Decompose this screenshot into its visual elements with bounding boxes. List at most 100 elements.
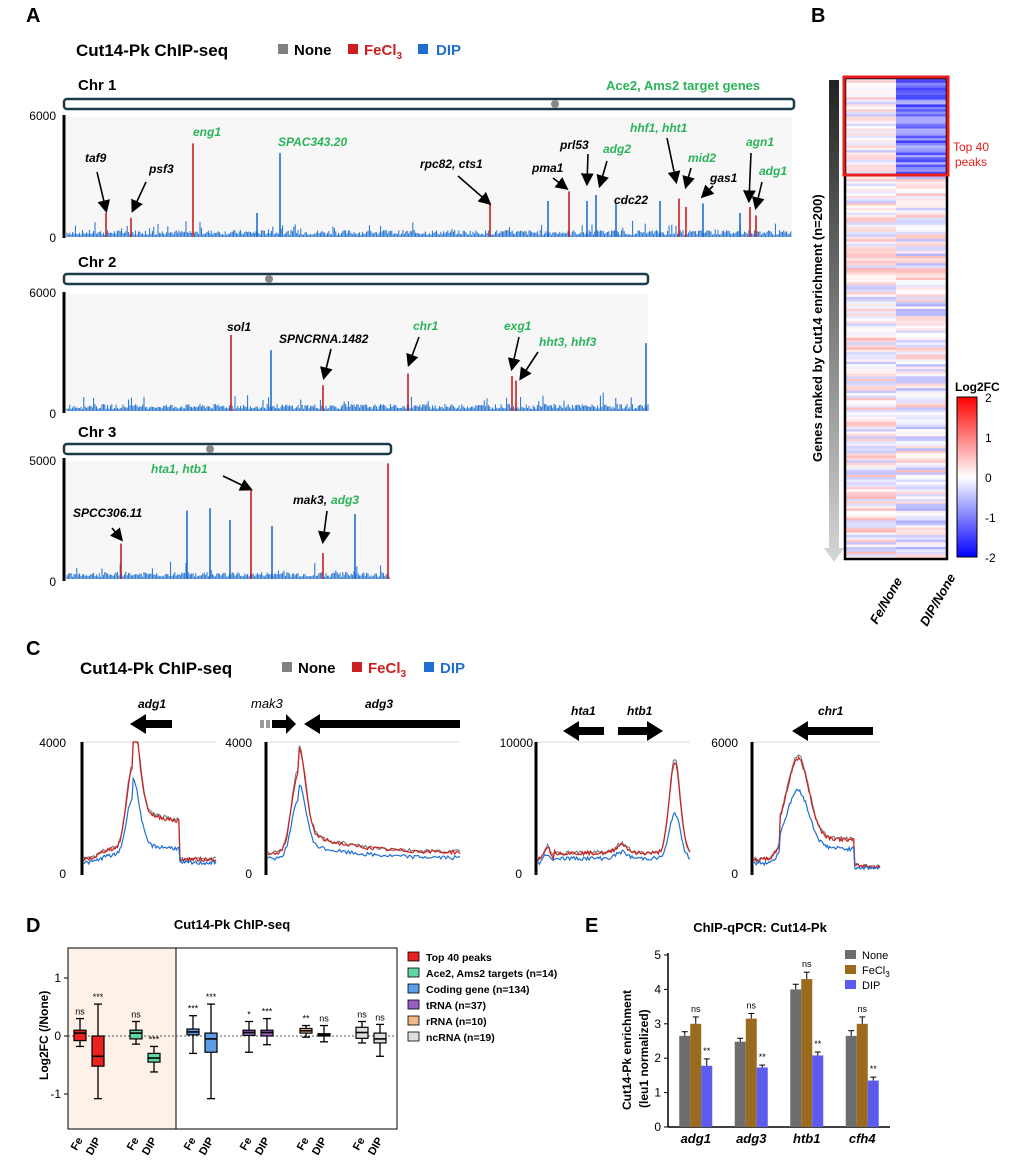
heatmap-cell [846,419,896,423]
heatmap-cell [896,210,946,213]
heatmap-cell [896,554,946,557]
profile-line [267,784,461,861]
colorbar-tick: -1 [985,511,996,525]
heatmap-cell [846,354,896,358]
heatmap-cell [896,294,946,298]
heatmap-cell [896,142,946,146]
heatmap-cell [846,154,896,158]
heatmap-cell [896,383,946,387]
bar [790,989,802,1127]
heatmap-cell [846,78,896,81]
heatmap-cell [896,506,946,509]
heatmap-cell [846,171,896,175]
heatmap-cell [896,349,946,353]
heatmap-cell [846,522,896,526]
heatmap-cell [896,243,946,247]
heatmap-cell [896,453,946,456]
heatmap-cell [896,157,946,161]
chr1-track-bg [66,117,792,237]
heatmap-cell [896,397,946,401]
heatmap-cell [896,188,946,192]
heatmap-cell [846,121,896,124]
heatmap-cell [896,462,946,466]
boxplot-xlabel: DIP [310,1136,330,1158]
heatmap-cell [846,198,896,201]
heatmap-cell [846,169,896,173]
heatmap-cell [896,251,946,254]
heatmap-cell [846,82,896,86]
heatmap-cell [846,441,896,444]
heatmap-cell [896,436,946,440]
heatmap-cell [846,316,896,319]
heatmap-cell [896,130,946,134]
heatmap-cell [896,546,946,550]
heatmap-cell [846,104,896,108]
heatmap-cell [846,275,896,278]
significance-label: *** [206,992,217,1002]
boxplot-box [91,1035,105,1067]
heatmap-cell [896,510,946,514]
legend-label: Top 40 peaks [426,952,492,964]
heatmap-cell [846,251,896,254]
heatmap-cell [846,147,896,151]
heatmap-cell [846,402,896,406]
heatmap-cell [896,200,946,204]
heatmap-cell [846,484,896,488]
heatmap-cell [846,494,896,497]
bar [867,1080,879,1127]
heatmap-cell [846,207,896,211]
heatmap-cell [846,130,896,134]
heatmap-cell [846,135,896,139]
heatmap-cell [846,133,896,137]
gene-arrow-chr1 [792,721,873,741]
gene-cdc22: cdc22 [614,193,648,207]
heatmap-cell [846,501,896,504]
heatmap-cell [846,128,896,132]
gene-arrow-htb1 [618,721,663,741]
heatmap-cell [846,301,896,305]
heatmap-cell [896,246,946,250]
heatmap-cell [846,294,896,298]
heatmap-cell [846,231,896,235]
heatmap-cell [896,82,946,86]
bar [734,1041,746,1127]
heatmap-cell [846,390,896,394]
heatmap-cell [896,275,946,278]
heatmap-cell [896,179,946,182]
colorbar-tick: 1 [985,431,992,445]
heatmap-cell [846,164,896,168]
heatmap-cell [846,186,896,189]
chr3-ymax: 5000 [29,454,56,468]
heatmap-cell [846,258,896,262]
heatmap-cell [896,111,946,115]
locus-ymax: 4000 [39,736,66,750]
boxplot-xlabel: DIP [253,1136,273,1158]
heatmap-cell [846,376,896,379]
heatmap-cell [896,224,946,228]
gene-exg1: exg1 [504,319,532,333]
boxplot-xlabel: Fe [295,1136,312,1153]
heatmap-cell [896,311,946,314]
legend-fe-label: FeCl3 [368,660,407,680]
heatmap-cell [896,482,946,485]
e-legend-label: None [862,950,888,962]
heatmap-cell [896,407,946,411]
heatmap-cell [896,260,946,264]
heatmap-cell [846,486,896,490]
heatmap-cell [896,520,946,524]
heatmap-cell [846,152,896,156]
heatmap-cell [896,121,946,124]
e-category-label: adg3 [736,1131,767,1146]
heatmap-cell [846,366,896,370]
heatmap-cell [846,356,896,360]
heatmap-cell [896,126,946,129]
heatmap-cell [896,489,946,492]
heatmap-cell [846,352,896,355]
gene-mid2: mid2 [688,151,716,165]
colorbar [956,396,978,558]
heatmap-cell [846,102,896,105]
profile-line [753,755,881,870]
heatmap-cell [846,525,896,529]
heatmap-cell [896,549,946,553]
heatmap-cell [896,265,946,269]
